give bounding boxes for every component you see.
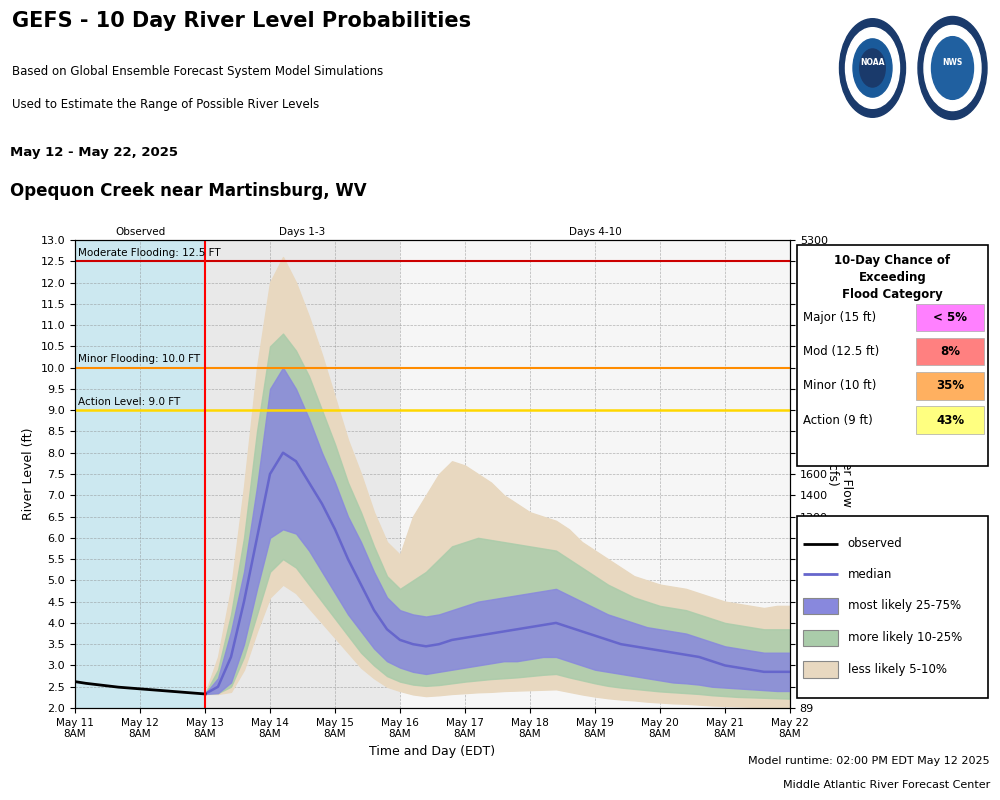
Y-axis label: River Flow
(cfs): River Flow (cfs) [825,442,853,506]
Text: Action Level: 9.0 FT: Action Level: 9.0 FT [78,397,180,406]
Text: Days 1-3: Days 1-3 [279,226,326,237]
Text: more likely 10-25%: more likely 10-25% [848,631,962,645]
FancyBboxPatch shape [803,598,838,614]
Circle shape [932,37,974,99]
Text: less likely 5-10%: less likely 5-10% [848,663,947,677]
Circle shape [860,49,885,87]
Circle shape [846,28,900,108]
FancyBboxPatch shape [797,516,988,698]
Text: Used to Estimate the Range of Possible River Levels: Used to Estimate the Range of Possible R… [12,98,319,111]
Text: NOAA: NOAA [860,58,885,67]
Text: Moderate Flooding: 12.5 FT: Moderate Flooding: 12.5 FT [78,248,221,258]
Text: NWS: NWS [942,58,963,67]
Y-axis label: River Level (ft): River Level (ft) [22,428,35,520]
Text: 35%: 35% [936,379,964,393]
Text: Mod (12.5 ft): Mod (12.5 ft) [803,346,879,358]
Text: Minor (10 ft): Minor (10 ft) [803,379,876,393]
Text: Minor Flooding: 10.0 FT: Minor Flooding: 10.0 FT [78,354,200,364]
Text: GEFS - 10 Day River Level Probabilities: GEFS - 10 Day River Level Probabilities [12,11,471,31]
Text: Days 4-10: Days 4-10 [569,226,621,237]
Text: May 12 - May 22, 2025: May 12 - May 22, 2025 [10,146,178,158]
Text: observed: observed [848,538,902,550]
FancyBboxPatch shape [803,662,838,678]
Bar [75,240,205,708]
FancyBboxPatch shape [916,338,984,366]
Circle shape [918,17,987,119]
X-axis label: Time and Day (EDT): Time and Day (EDT) [369,745,496,758]
FancyBboxPatch shape [916,372,984,400]
Text: 43%: 43% [936,414,964,426]
Bar [400,240,790,708]
Text: median: median [848,567,892,581]
Text: most likely 25-75%: most likely 25-75% [848,599,961,613]
Circle shape [853,39,892,97]
Bar [205,240,400,708]
FancyBboxPatch shape [803,630,838,646]
Text: 8%: 8% [940,346,960,358]
Text: Major (15 ft): Major (15 ft) [803,311,876,324]
Text: Based on Global Ensemble Forecast System Model Simulations: Based on Global Ensemble Forecast System… [12,66,383,78]
Text: Opequon Creek near Martinsburg, WV: Opequon Creek near Martinsburg, WV [10,182,366,200]
FancyBboxPatch shape [916,406,984,434]
FancyBboxPatch shape [916,304,984,331]
Text: 10-Day Chance of
Exceeding
Flood Category: 10-Day Chance of Exceeding Flood Categor… [834,254,951,301]
Text: Observed: Observed [115,226,165,237]
FancyBboxPatch shape [797,245,988,466]
Text: < 5%: < 5% [933,311,967,324]
Text: Action (9 ft): Action (9 ft) [803,414,873,426]
Circle shape [924,26,981,110]
Circle shape [840,18,906,118]
Text: Middle Atlantic River Forecast Center: Middle Atlantic River Forecast Center [783,780,990,790]
Text: Model runtime: 02:00 PM EDT May 12 2025: Model runtime: 02:00 PM EDT May 12 2025 [748,756,990,766]
